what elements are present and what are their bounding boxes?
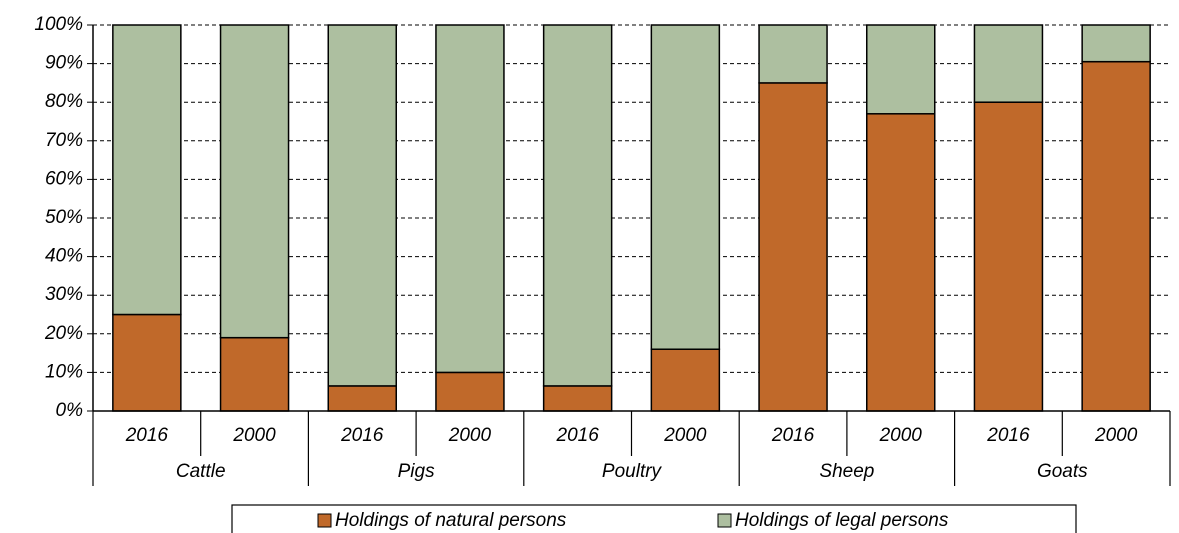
y-tick-label: 30% bbox=[45, 284, 83, 305]
legend-label: Holdings of natural persons bbox=[335, 510, 567, 531]
bar-segment bbox=[758, 24, 828, 84]
x-tick-label: 2016 bbox=[771, 425, 815, 446]
bar-segment bbox=[650, 24, 721, 350]
x-tick-label: 2016 bbox=[556, 425, 600, 446]
bar-segment bbox=[327, 24, 397, 387]
group-label: Pigs bbox=[398, 461, 435, 482]
y-tick-label: 70% bbox=[45, 130, 83, 151]
group-label: Cattle bbox=[176, 461, 226, 482]
x-tick-label: 2000 bbox=[879, 425, 923, 446]
group-label: Goats bbox=[1037, 461, 1088, 482]
bar-segment bbox=[973, 101, 1044, 412]
bar-segment bbox=[650, 348, 721, 412]
group-label: Poultry bbox=[602, 461, 663, 482]
bar-segment bbox=[327, 385, 397, 412]
group-label: Sheep bbox=[819, 461, 874, 482]
bar-segment bbox=[542, 385, 613, 412]
legend-marker bbox=[317, 513, 332, 528]
y-tick-label: 20% bbox=[44, 323, 83, 344]
x-tick-label: 2016 bbox=[986, 425, 1030, 446]
y-tick-label: 50% bbox=[45, 207, 83, 228]
y-tick-label: 0% bbox=[56, 400, 84, 421]
y-tick-label: 100% bbox=[34, 14, 83, 35]
bar-segment bbox=[112, 313, 182, 412]
legend-box bbox=[231, 504, 1077, 533]
x-tick-label: 2000 bbox=[1094, 425, 1138, 446]
y-tick-label: 10% bbox=[45, 361, 83, 382]
bar-segment bbox=[1081, 60, 1151, 412]
bar-segment bbox=[542, 24, 613, 387]
x-tick-label: 2016 bbox=[125, 425, 169, 446]
x-tick-label: 2000 bbox=[448, 425, 492, 446]
x-tick-label: 2000 bbox=[663, 425, 707, 446]
bar-segment bbox=[973, 24, 1044, 103]
bar-segment bbox=[1081, 24, 1151, 63]
bar-segment bbox=[219, 24, 290, 339]
bar-segment bbox=[866, 24, 936, 115]
y-tick-label: 60% bbox=[45, 168, 83, 189]
y-tick-label: 80% bbox=[45, 91, 83, 112]
y-tick-label: 90% bbox=[45, 53, 83, 74]
legend-marker bbox=[717, 513, 732, 528]
bar-segment bbox=[866, 113, 936, 412]
x-tick-label: 2000 bbox=[232, 425, 276, 446]
bar-segment bbox=[435, 24, 505, 374]
bar-segment bbox=[758, 82, 828, 412]
bar-segment bbox=[435, 371, 505, 412]
y-tick-label: 40% bbox=[45, 246, 83, 267]
legend-label: Holdings of legal persons bbox=[735, 510, 949, 531]
x-tick-label: 2016 bbox=[340, 425, 384, 446]
bar-segment bbox=[219, 336, 290, 412]
bar-segment bbox=[112, 24, 182, 316]
